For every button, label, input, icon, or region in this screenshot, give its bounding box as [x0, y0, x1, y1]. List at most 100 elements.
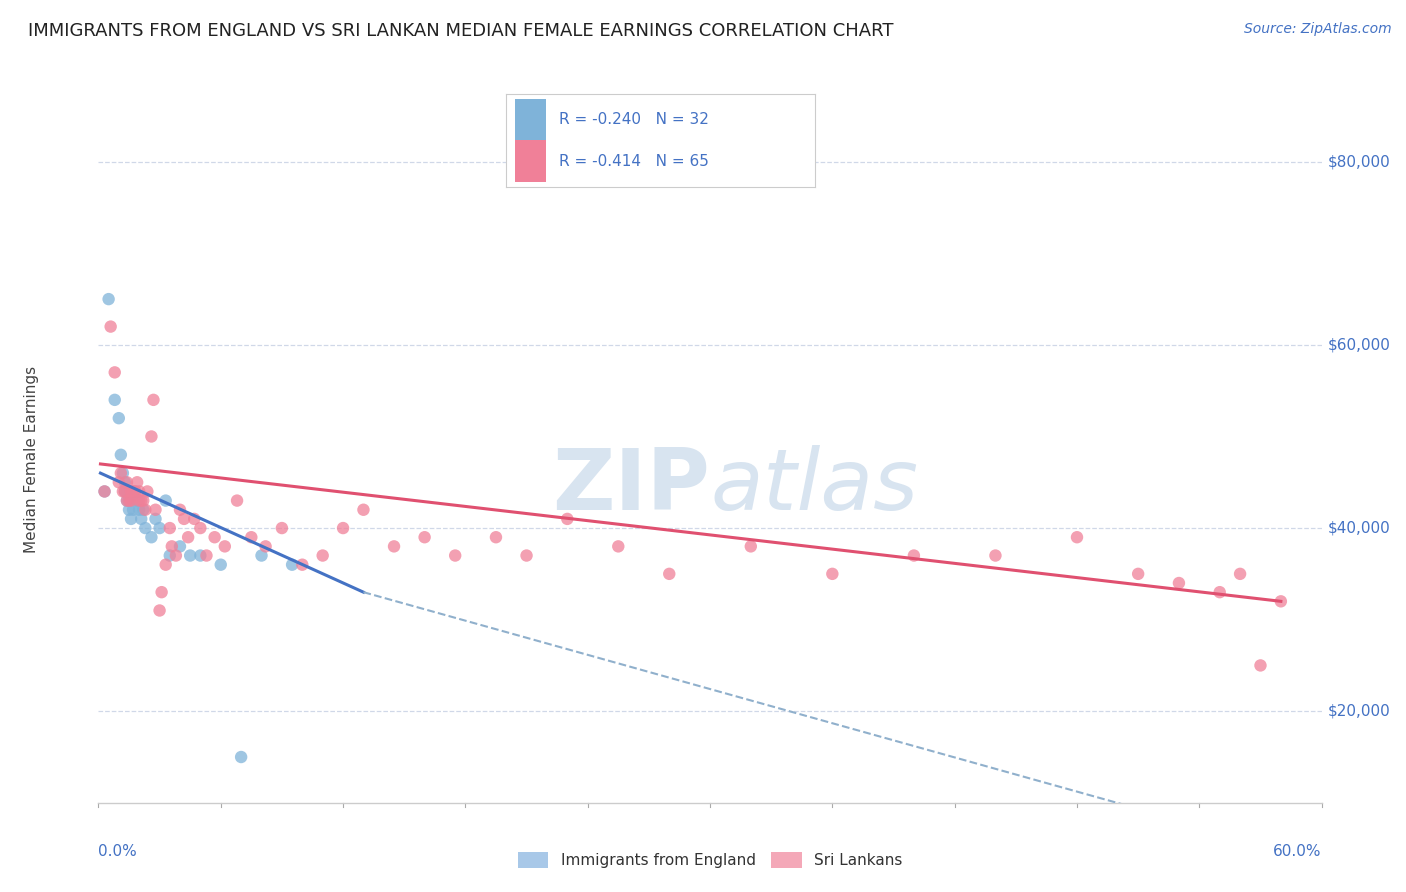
Point — [114, 484, 136, 499]
Point — [110, 448, 132, 462]
Point — [127, 475, 149, 490]
Text: 0.0%: 0.0% — [98, 844, 138, 859]
Point — [136, 484, 159, 499]
Point — [188, 521, 212, 535]
Point — [124, 484, 146, 499]
Point — [114, 475, 136, 490]
Point — [149, 521, 172, 535]
Point — [485, 530, 508, 544]
Point — [188, 549, 212, 563]
Point — [115, 493, 138, 508]
Point — [129, 512, 152, 526]
Point — [1209, 585, 1232, 599]
Point — [413, 530, 436, 544]
Point — [141, 530, 163, 544]
Point — [145, 512, 167, 526]
Point — [108, 411, 131, 425]
Point — [231, 750, 253, 764]
Point — [169, 540, 191, 554]
Point — [118, 502, 141, 516]
Point — [132, 493, 155, 508]
Point — [312, 549, 335, 563]
Text: $40,000: $40,000 — [1327, 521, 1391, 535]
Point — [142, 392, 165, 407]
Point — [108, 475, 131, 490]
Point — [240, 530, 263, 544]
Point — [1270, 594, 1292, 608]
Point — [141, 429, 163, 443]
Point — [120, 512, 142, 526]
Point — [183, 512, 205, 526]
Point — [195, 549, 218, 563]
Text: Source: ZipAtlas.com: Source: ZipAtlas.com — [1244, 22, 1392, 37]
Text: 60.0%: 60.0% — [1274, 844, 1322, 859]
Point — [516, 549, 538, 563]
Point — [658, 566, 681, 581]
Point — [382, 540, 405, 554]
Point — [122, 502, 145, 516]
Point — [214, 540, 236, 554]
Point — [120, 493, 142, 508]
Point — [155, 493, 177, 508]
Point — [149, 603, 172, 617]
Point — [159, 549, 181, 563]
Text: ZIP: ZIP — [553, 445, 710, 528]
Point — [104, 365, 127, 379]
Point — [134, 502, 156, 516]
Point — [1249, 658, 1271, 673]
Point — [177, 530, 200, 544]
Point — [740, 540, 762, 554]
Point — [1066, 530, 1088, 544]
Point — [821, 566, 844, 581]
Point — [159, 521, 181, 535]
Point — [132, 502, 155, 516]
Point — [226, 493, 249, 508]
Point — [281, 558, 304, 572]
Point — [165, 549, 187, 563]
Point — [124, 484, 146, 499]
Point — [120, 484, 142, 499]
Point — [115, 475, 138, 490]
Point — [903, 549, 925, 563]
Point — [352, 502, 374, 516]
Point — [145, 502, 167, 516]
Bar — [516, 140, 547, 182]
Point — [128, 484, 150, 499]
Text: Median Female Earnings: Median Female Earnings — [24, 366, 38, 553]
Point — [291, 558, 314, 572]
Point — [100, 319, 122, 334]
Point — [204, 530, 226, 544]
Point — [115, 493, 138, 508]
Point — [111, 466, 134, 480]
Point — [118, 493, 141, 508]
Point — [555, 512, 579, 526]
Text: $80,000: $80,000 — [1327, 154, 1391, 169]
Point — [93, 484, 115, 499]
Point — [1167, 576, 1189, 591]
Point — [270, 521, 294, 535]
Point — [134, 521, 156, 535]
Bar — [516, 99, 547, 140]
Point — [93, 484, 115, 499]
Point — [250, 549, 273, 563]
Point — [150, 585, 173, 599]
Point — [209, 558, 232, 572]
Point — [129, 493, 152, 508]
Point — [97, 292, 120, 306]
Text: R = -0.414   N = 65: R = -0.414 N = 65 — [558, 153, 709, 169]
Point — [173, 512, 195, 526]
Legend: Immigrants from England, Sri Lankans: Immigrants from England, Sri Lankans — [512, 846, 908, 874]
Point — [127, 493, 149, 508]
Text: atlas: atlas — [710, 445, 918, 528]
Point — [110, 466, 132, 480]
Point — [115, 484, 138, 499]
Point — [607, 540, 630, 554]
Point — [444, 549, 467, 563]
Point — [1128, 566, 1150, 581]
Text: IMMIGRANTS FROM ENGLAND VS SRI LANKAN MEDIAN FEMALE EARNINGS CORRELATION CHART: IMMIGRANTS FROM ENGLAND VS SRI LANKAN ME… — [28, 22, 894, 40]
Point — [118, 493, 141, 508]
Point — [155, 558, 177, 572]
Text: R = -0.240   N = 32: R = -0.240 N = 32 — [558, 112, 709, 128]
Point — [169, 502, 191, 516]
Text: $60,000: $60,000 — [1327, 337, 1391, 352]
